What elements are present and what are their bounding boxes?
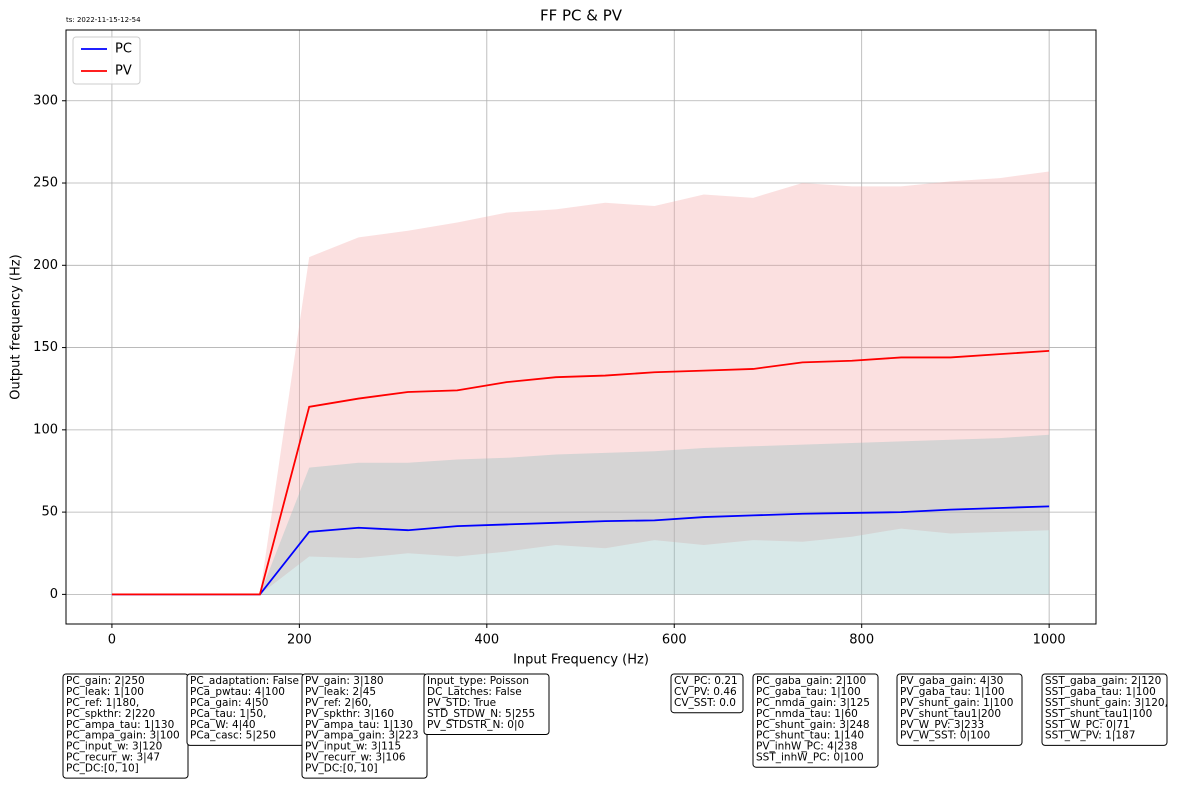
x-axis-label: Input Frequency (Hz) <box>513 653 649 668</box>
annotation-line: SST_gaba_tau: 1|100 <box>1045 686 1156 698</box>
y-tick-label: 150 <box>33 340 58 355</box>
annotation-line: PC_ampa_gain: 3|100 <box>66 730 180 742</box>
annotation-line: PC_spkthr: 2|220 <box>66 708 155 720</box>
annotation-line: STD_STDW_N: 5|255 <box>427 708 535 720</box>
annotation-line: PV_ampa_gain: 3|223 <box>305 730 419 742</box>
annotation-frame <box>670 673 744 714</box>
annotation-line: PV_W_SST: 0|100 <box>900 730 990 742</box>
annotation-line: PV_DC:[0, 10] <box>305 762 378 774</box>
x-tick-label: 200 <box>287 633 312 648</box>
annotation-line: DC_Latches: False <box>427 686 522 698</box>
x-tick-label: 400 <box>474 633 499 648</box>
annotation-line: SST_W_PV: 1|187 <box>1045 730 1135 742</box>
annotation-line: PC_ampa_tau: 1|130 <box>66 719 174 731</box>
legend-label: PV <box>115 64 132 79</box>
annotation-line: PC_gaba_tau: 1|100 <box>756 686 861 698</box>
annotation-line: SST_inhW_PC: 0|100 <box>756 752 864 764</box>
annotation-line: CV_SST: 0.0 <box>674 697 736 709</box>
annotation-line: PC_adaptation: False <box>190 675 299 687</box>
x-tick-label: 1000 <box>1033 633 1066 648</box>
annotation-line: PV_STD: True <box>427 697 496 709</box>
annotation-line: PC_input_w: 3|120 <box>66 741 162 753</box>
annotation-line: PV_shunt_gain: 1|100 <box>900 697 1013 709</box>
line <box>111 505 1050 596</box>
annotation-line: CV_PC: 0.21 <box>674 675 738 687</box>
annotation-frame <box>1041 673 1168 746</box>
y-axis-label: Output frequency (Hz) <box>9 254 24 399</box>
annotation-line: PC_leak: 1|100 <box>66 686 144 698</box>
annotation-line: PV_gaba_tau: 1|100 <box>900 686 1005 698</box>
annotation-line: PV_shunt_tau1|200 <box>900 708 1001 720</box>
annotation-line: PC_DC:[0, 10] <box>66 762 139 774</box>
band <box>111 434 1050 595</box>
annotation-line: PV_STDSTR_N: 0|0 <box>427 719 524 731</box>
annotation-line: PV_spkthr: 3|160 <box>305 708 394 720</box>
annotation-line: PCa_pwtau: 4|100 <box>190 686 285 698</box>
annotation-line: PV_gain: 3|180 <box>305 675 384 687</box>
annotation-frame <box>423 673 550 735</box>
annotation-line: PC_shunt_tau: 1|140 <box>756 730 864 742</box>
annotation-line: PC_gain: 2|250 <box>66 675 145 687</box>
x-tick-label: 800 <box>849 633 874 648</box>
annotation-line: SST_shunt_tau1|100 <box>1045 708 1152 720</box>
annotation-line: Input_type: Poisson <box>427 675 529 687</box>
band <box>111 171 1050 595</box>
timestamp: ts: 2022-11-15-12-54 <box>66 16 141 24</box>
annotation-frame <box>752 673 879 768</box>
annotation-frame <box>896 673 1023 746</box>
annotation-line: PV_ref: 2|60, <box>305 697 371 709</box>
y-tick-label: 50 <box>41 505 58 520</box>
y-tick-label: 100 <box>33 422 58 437</box>
annotation-line: PV_ampa_tau: 1|130 <box>305 719 413 731</box>
annotation-line: PC_nmda_tau: 1|60 <box>756 708 858 720</box>
annotation-line: SST_shunt_gain: 3|120, <box>1045 697 1168 709</box>
annotation-line: PC_gaba_gain: 2|100 <box>756 675 866 687</box>
plot-frame <box>65 29 1097 625</box>
annotation-line: PC_ref: 1|180, <box>66 697 139 709</box>
y-tick-label: 0 <box>50 587 58 602</box>
annotation-line: PCa_tau: 1|50, <box>190 708 266 720</box>
y-tick-label: 200 <box>33 258 58 273</box>
annotation-line: SST_gaba_gain: 2|120 <box>1045 675 1161 687</box>
annotation-line: CV_PV: 0.46 <box>674 686 737 698</box>
annotation-line: PV_recurr_w: 3|106 <box>305 752 406 764</box>
annotation-line: PV_gaba_gain: 4|30 <box>900 675 1003 687</box>
annotation-line: PC_recurr_w: 3|47 <box>66 752 160 764</box>
annotation-line: PCa_W: 4|40 <box>190 719 256 731</box>
annotation-line: PV_inhW_PC: 4|238 <box>756 741 857 753</box>
annotation-line: PC_shunt_gain: 3|248 <box>756 719 870 731</box>
y-tick-label: 250 <box>33 176 58 191</box>
annotation-line: PC_nmda_gain: 3|125 <box>756 697 870 709</box>
annotation-line: PV_input_w: 3|115 <box>305 741 401 753</box>
legend-label: PC <box>115 42 132 57</box>
chart-title: FF PC & PV <box>540 7 623 25</box>
line <box>111 349 1050 596</box>
annotation-line: PV_leak: 2|45 <box>305 686 376 698</box>
annotation-line: SST_W_PC: 0|71 <box>1045 719 1130 731</box>
x-tick-label: 0 <box>108 633 116 648</box>
annotation-line: PV_W_PV: 3|233 <box>900 719 984 731</box>
y-tick-label: 300 <box>33 93 58 108</box>
annotation-line: PCa_casc: 5|250 <box>190 730 276 742</box>
annotation-line: PCa_gain: 4|50 <box>190 697 268 709</box>
x-tick-label: 600 <box>662 633 687 648</box>
